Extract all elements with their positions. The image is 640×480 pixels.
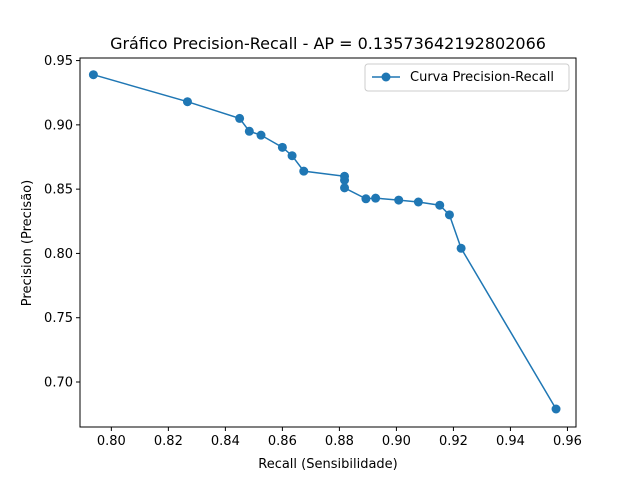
data-point xyxy=(340,183,350,193)
x-tick-label: 0.80 xyxy=(97,434,126,449)
data-point xyxy=(371,193,381,203)
data-point xyxy=(244,126,254,136)
chart-title: Gráfico Precision-Recall - AP = 0.135736… xyxy=(110,34,546,53)
legend-label: Curva Precision-Recall xyxy=(410,70,554,85)
x-tick-label: 0.90 xyxy=(382,434,411,449)
y-tick-label: 0.70 xyxy=(44,376,73,391)
data-point xyxy=(413,197,423,207)
data-point xyxy=(277,142,287,152)
y-tick-label: 0.80 xyxy=(44,247,73,262)
y-tick-label: 0.75 xyxy=(44,311,73,326)
legend: Curva Precision-Recall xyxy=(364,63,570,92)
x-tick-label: 0.84 xyxy=(211,434,240,449)
data-point xyxy=(435,200,445,210)
data-point xyxy=(456,243,466,253)
x-axis-label: Recall (Sensibilidade) xyxy=(258,457,398,472)
data-point xyxy=(235,113,245,123)
x-tick-label: 0.92 xyxy=(439,434,468,449)
y-axis-label: Precision (Precisão) xyxy=(20,180,35,306)
data-point xyxy=(551,404,561,414)
data-point xyxy=(394,195,404,205)
axes-frame xyxy=(79,57,577,428)
legend-box xyxy=(364,63,570,92)
x-tick-label: 0.88 xyxy=(325,434,354,449)
data-point xyxy=(256,130,266,140)
plot-area: 0.80 0.82 0.84 0.86 0.88 0.90 0.92 0.94 0.96 0.70… xyxy=(44,54,582,449)
data-point xyxy=(361,194,371,204)
data-point xyxy=(340,175,350,185)
data-point xyxy=(444,210,454,220)
data-point xyxy=(299,166,309,176)
y-tick-label: 0.95 xyxy=(44,54,73,69)
x-tick-label: 0.86 xyxy=(268,434,297,449)
x-tick-label: 0.96 xyxy=(553,434,582,449)
data-point xyxy=(88,70,98,80)
x-tick-label: 0.82 xyxy=(154,434,183,449)
x-tick-label: 0.94 xyxy=(496,434,525,449)
legend-marker-swatch xyxy=(381,72,391,82)
data-point xyxy=(182,97,192,107)
data-point xyxy=(287,151,297,161)
y-tick-label: 0.85 xyxy=(44,183,73,198)
y-tick-label: 0.90 xyxy=(44,118,73,133)
